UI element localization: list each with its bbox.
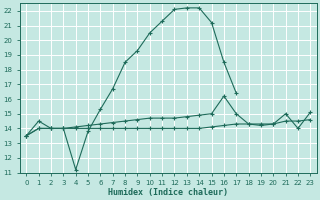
X-axis label: Humidex (Indice chaleur): Humidex (Indice chaleur) <box>108 188 228 197</box>
